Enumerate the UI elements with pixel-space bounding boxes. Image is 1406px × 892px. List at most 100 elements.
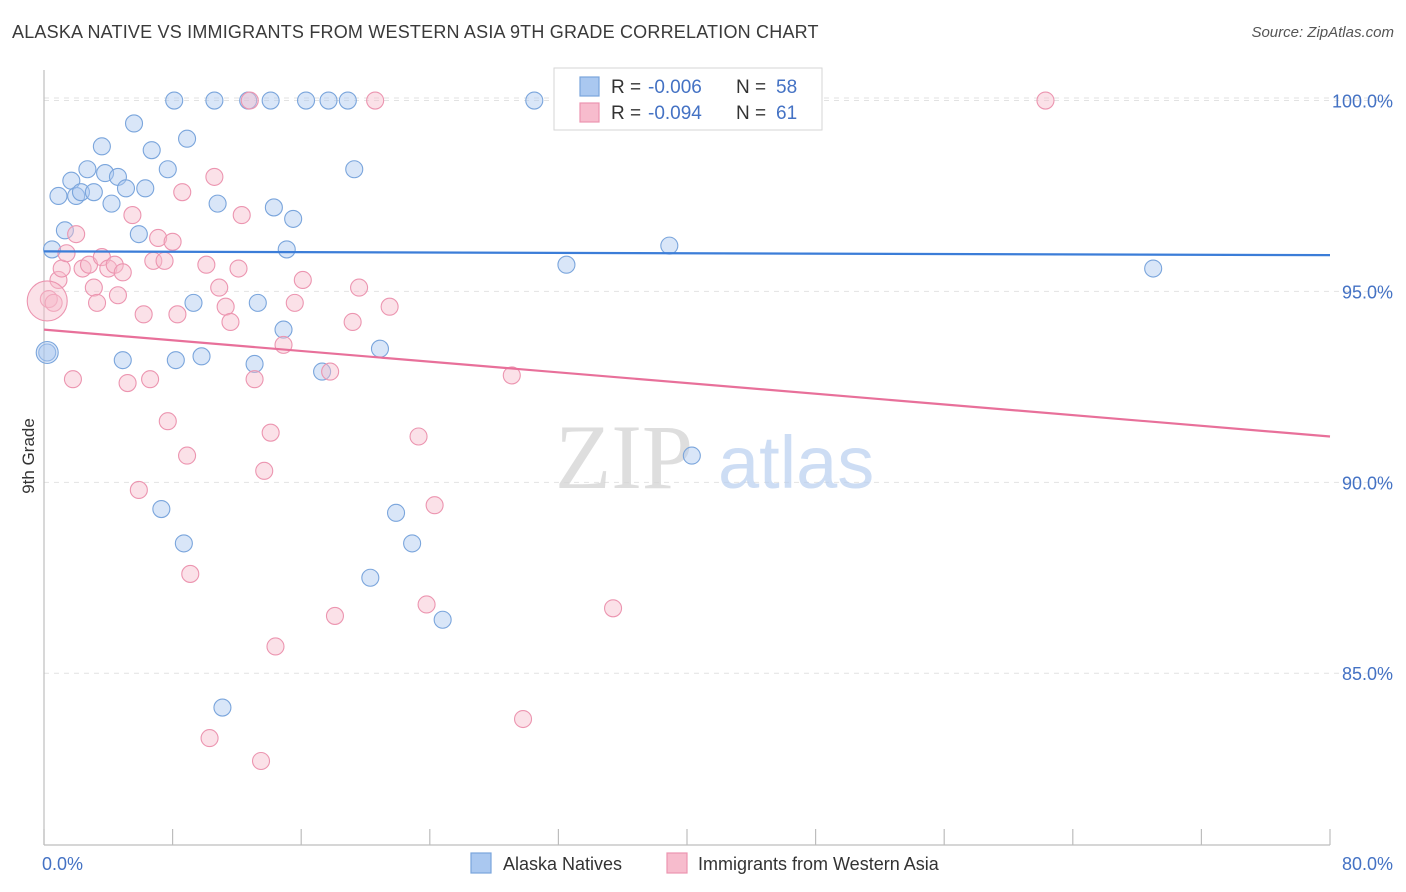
point-pink-20 xyxy=(141,370,160,389)
point-pink-33 xyxy=(210,278,229,297)
point-blue-16 xyxy=(129,225,148,244)
point-blue-0 xyxy=(38,343,57,362)
point-blue-20 xyxy=(158,160,177,179)
point-blue-42 xyxy=(345,160,364,179)
point-blue-1 xyxy=(42,240,62,259)
point-blue-37 xyxy=(284,209,303,228)
point-pink-14 xyxy=(108,286,127,305)
point-blue-40 xyxy=(319,91,338,110)
point-pink-50 xyxy=(350,278,369,297)
point-blue-33 xyxy=(261,91,280,110)
stats-legend: R = -0.006 N = 58 R = -0.094 N = 61 xyxy=(553,67,823,131)
point-pink-32 xyxy=(205,167,224,186)
point-blue-28 xyxy=(208,194,227,213)
point-pink-19 xyxy=(134,305,153,324)
stats-n-value-pink: 61 xyxy=(776,103,797,124)
x-tick-label-min: 0.0% xyxy=(42,854,83,874)
trend-line-pink xyxy=(43,328,1331,438)
point-blue-48 xyxy=(525,91,544,110)
point-blue-17 xyxy=(136,179,155,198)
legend-swatch-immigrants-western-asia[interactable] xyxy=(666,852,688,874)
stats-swatch-blue xyxy=(579,76,600,97)
point-blue-cluster-large xyxy=(35,340,59,365)
point-blue-19 xyxy=(152,499,171,519)
stats-n-label-pink: N = xyxy=(736,103,766,124)
point-blue-2 xyxy=(49,186,68,206)
point-pink-39 xyxy=(245,370,264,389)
point-pink-26 xyxy=(168,305,187,324)
point-pink-18 xyxy=(129,480,148,500)
point-blue-29 xyxy=(213,698,232,717)
point-blue-22 xyxy=(166,351,185,370)
point-pink-4 xyxy=(57,244,76,263)
point-pink-23 xyxy=(155,251,174,270)
watermark-zip: ZIP xyxy=(555,406,693,508)
point-pink-6 xyxy=(67,225,86,244)
point-pink-2 xyxy=(49,270,68,290)
point-blue-49 xyxy=(557,255,576,274)
point-pink-55 xyxy=(425,496,444,515)
point-pink-9 xyxy=(84,278,103,297)
point-pink-57 xyxy=(513,709,533,729)
watermark: ZIP atlas xyxy=(555,406,874,508)
legend-swatch-alaska-natives[interactable] xyxy=(470,852,492,874)
point-pink-46 xyxy=(293,270,312,290)
point-blue-50 xyxy=(660,236,679,255)
trend-lines xyxy=(43,250,1331,438)
point-pink-38 xyxy=(240,91,259,110)
point-blue-14 xyxy=(116,179,136,198)
legend-label-alaska-natives[interactable]: Alaska Natives xyxy=(503,854,622,874)
point-blue-13 xyxy=(113,351,132,370)
point-pink-56 xyxy=(502,366,521,385)
point-pink-31 xyxy=(200,729,219,748)
point-blue-23 xyxy=(174,534,193,553)
point-pink-cluster-large xyxy=(26,280,68,322)
point-pink-10 xyxy=(87,293,107,312)
point-pink-25 xyxy=(163,232,182,251)
point-blue-46 xyxy=(403,534,422,553)
axes xyxy=(43,70,1331,846)
point-pink-5 xyxy=(63,370,82,389)
stats-r-label-blue: R = xyxy=(611,77,641,98)
point-blue-36 xyxy=(277,240,296,259)
point-blue-8 xyxy=(84,183,103,202)
point-blue-31 xyxy=(245,354,264,374)
y-axis-title: 9th Grade xyxy=(19,418,38,494)
point-blue-32 xyxy=(248,293,267,312)
point-blue-21 xyxy=(165,91,184,110)
legend-label-immigrants-western-asia[interactable]: Immigrants from Western Asia xyxy=(698,854,940,874)
point-blue-34 xyxy=(264,198,283,217)
point-pink-22 xyxy=(149,228,168,248)
point-pink-47 xyxy=(321,362,340,381)
point-pink-36 xyxy=(229,259,248,278)
point-blue-24 xyxy=(178,129,197,148)
point-pink-30 xyxy=(197,255,216,274)
point-pink-58 xyxy=(604,599,623,618)
point-blue-11 xyxy=(102,194,121,213)
point-pink-53 xyxy=(409,427,428,446)
y-tick-label-2: 95.0% xyxy=(1342,282,1393,302)
point-blue-3 xyxy=(55,221,74,240)
point-pink-42 xyxy=(261,423,280,442)
y-tick-label-1: 90.0% xyxy=(1342,473,1393,493)
point-pink-48 xyxy=(325,606,345,625)
point-blue-44 xyxy=(370,339,390,358)
point-blue-15 xyxy=(124,114,144,133)
point-blue-25 xyxy=(184,293,203,312)
point-blue-41 xyxy=(338,91,357,110)
point-pink-60 xyxy=(1036,91,1055,110)
point-pink-54 xyxy=(417,595,436,614)
point-pink-49 xyxy=(343,312,362,332)
point-blue-43 xyxy=(361,568,380,587)
y-tick-labels: 85.0% 90.0% 95.0% 100.0% xyxy=(1332,92,1393,685)
point-blue-47 xyxy=(433,610,452,629)
point-blue-18 xyxy=(142,141,161,160)
chart-title: ALASKA NATIVE VS IMMIGRANTS FROM WESTERN… xyxy=(12,22,819,42)
point-pink-1 xyxy=(44,293,63,312)
point-blue-35 xyxy=(274,320,293,339)
stats-swatch-pink xyxy=(579,102,600,123)
chart-source: Source: ZipAtlas.com xyxy=(1251,24,1394,41)
point-pink-37 xyxy=(232,206,251,225)
series-legend: Alaska Natives Immigrants from Western A… xyxy=(470,852,940,874)
point-pink-3 xyxy=(52,259,71,278)
